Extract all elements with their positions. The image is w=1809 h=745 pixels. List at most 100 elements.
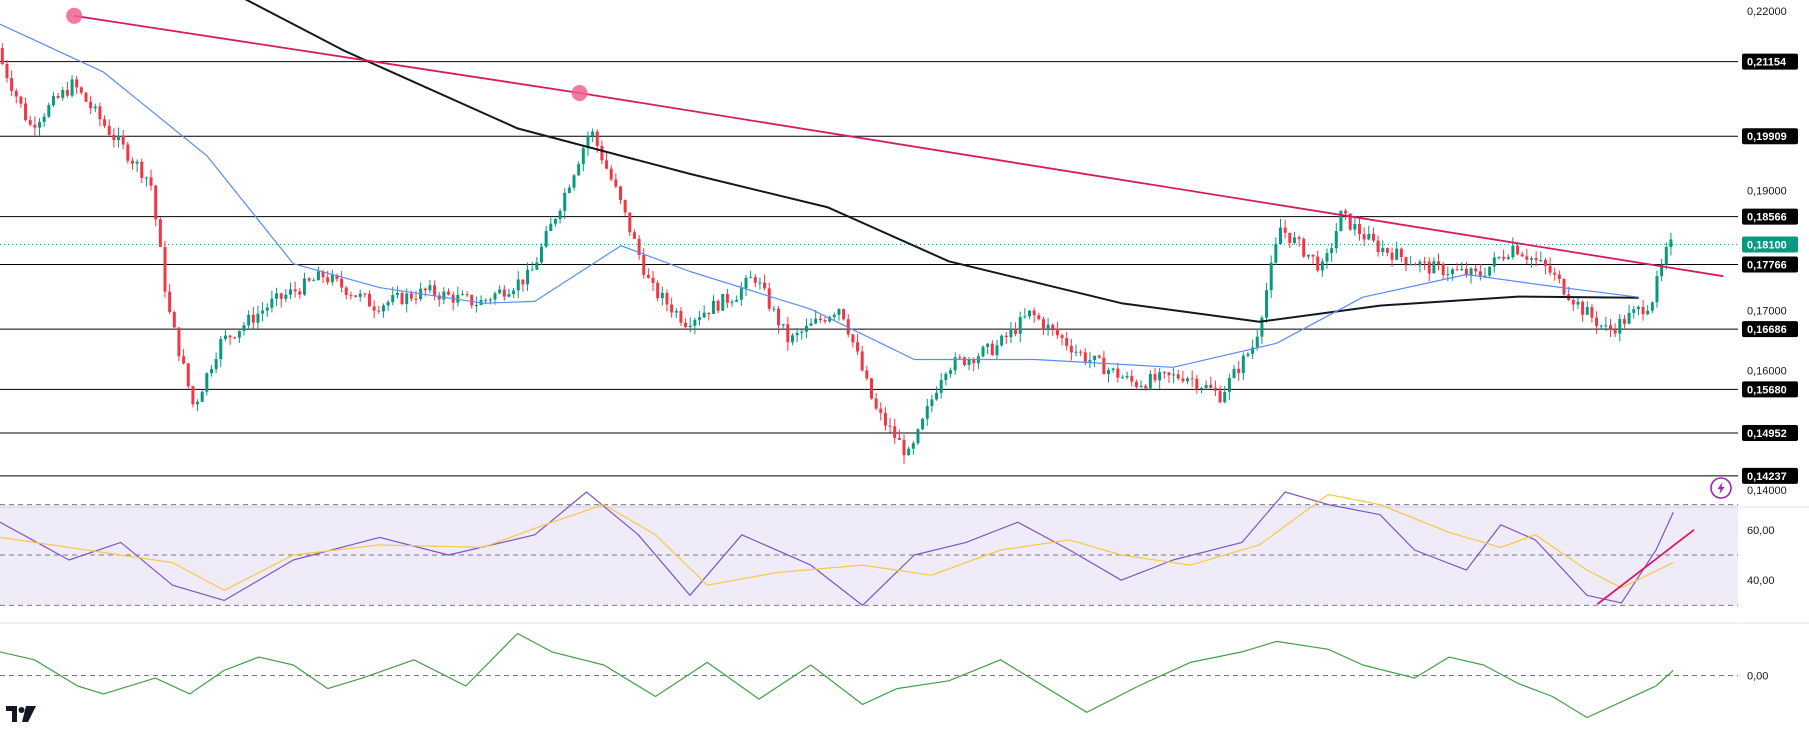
candle[interactable] (725, 289, 729, 309)
candle[interactable] (614, 173, 618, 189)
candle[interactable] (107, 119, 111, 137)
candle[interactable] (47, 102, 51, 119)
candle[interactable] (1199, 386, 1203, 393)
candle[interactable] (907, 446, 911, 456)
candle[interactable] (1325, 248, 1329, 269)
candle[interactable] (363, 292, 367, 298)
level-badge[interactable]: 0,21154 (1742, 53, 1798, 70)
candle[interactable] (344, 286, 348, 300)
candle[interactable] (637, 234, 641, 260)
candle[interactable] (1153, 367, 1157, 383)
candle[interactable] (1497, 256, 1501, 260)
candle[interactable] (642, 248, 646, 279)
candle[interactable] (921, 417, 925, 431)
candle[interactable] (1162, 371, 1166, 379)
lightning-icon[interactable] (1710, 477, 1732, 499)
candle[interactable] (549, 217, 553, 232)
candle[interactable] (293, 281, 297, 298)
candle[interactable] (953, 352, 957, 375)
candle[interactable] (758, 277, 762, 290)
candle[interactable] (986, 343, 990, 355)
candle[interactable] (1116, 363, 1120, 383)
candle[interactable] (10, 70, 14, 97)
candle[interactable] (377, 305, 381, 314)
candle[interactable] (1371, 227, 1375, 243)
candle[interactable] (1367, 225, 1371, 241)
candle[interactable] (1599, 324, 1603, 330)
candle[interactable] (1423, 256, 1427, 271)
candle[interactable] (684, 318, 688, 330)
candle[interactable] (632, 229, 636, 240)
candle[interactable] (856, 334, 860, 356)
candle[interactable] (1409, 255, 1413, 266)
candle[interactable] (381, 303, 385, 318)
candle[interactable] (1404, 256, 1408, 272)
level-badge[interactable]: 0,14952 (1742, 425, 1798, 442)
candle[interactable] (140, 158, 144, 184)
candle[interactable] (209, 364, 213, 377)
candle[interactable] (51, 92, 55, 108)
candle[interactable] (944, 372, 948, 386)
candle[interactable] (1362, 227, 1366, 246)
moving-average-slow[interactable] (242, 0, 1639, 323)
candle[interactable] (182, 348, 186, 365)
candle[interactable] (498, 285, 502, 295)
candle[interactable] (1381, 240, 1385, 257)
candle[interactable] (1255, 330, 1259, 351)
candle[interactable] (135, 159, 139, 172)
candle[interactable] (916, 428, 920, 446)
candle[interactable] (1139, 380, 1143, 389)
candle[interactable] (1097, 354, 1101, 359)
candle[interactable] (38, 118, 42, 136)
candle[interactable] (967, 356, 971, 371)
candle[interactable] (126, 141, 130, 164)
candle[interactable] (651, 270, 655, 292)
candle[interactable] (526, 262, 530, 291)
candle[interactable] (1079, 349, 1083, 357)
candle[interactable] (1134, 379, 1138, 391)
candle[interactable] (925, 399, 929, 426)
candle[interactable] (1636, 305, 1640, 316)
candle[interactable] (89, 95, 93, 114)
candle[interactable] (172, 310, 176, 328)
candle[interactable] (1190, 370, 1194, 388)
rsi-line[interactable] (0, 491, 1674, 607)
candle[interactable] (368, 290, 372, 307)
candle[interactable] (1218, 385, 1222, 404)
candle[interactable] (1516, 244, 1520, 256)
candle[interactable] (1055, 321, 1059, 339)
candle[interactable] (609, 164, 613, 182)
candle[interactable] (1478, 264, 1482, 281)
candle[interactable] (879, 402, 883, 421)
candle[interactable] (521, 279, 525, 292)
candle[interactable] (117, 127, 121, 148)
candle[interactable] (935, 386, 939, 401)
descending-trendline[interactable] (74, 14, 1724, 278)
candle[interactable] (1283, 219, 1287, 239)
candle[interactable] (1023, 308, 1027, 319)
candle[interactable] (330, 269, 334, 286)
candle[interactable] (149, 169, 153, 191)
candle[interactable] (897, 429, 901, 440)
candle[interactable] (158, 216, 162, 248)
candle[interactable] (200, 390, 204, 402)
candle[interactable] (1195, 375, 1199, 394)
candle[interactable] (214, 352, 218, 374)
candle[interactable] (456, 286, 460, 307)
candle[interactable] (1107, 367, 1111, 383)
candle[interactable] (419, 282, 423, 302)
candle[interactable] (1376, 235, 1380, 257)
candle[interactable] (279, 292, 283, 308)
candle[interactable] (1534, 251, 1538, 267)
candle[interactable] (656, 280, 660, 302)
candle[interactable] (270, 290, 274, 313)
candle[interactable] (1595, 311, 1599, 334)
candle[interactable] (1232, 365, 1236, 379)
candle[interactable] (1334, 222, 1338, 254)
candle[interactable] (698, 311, 702, 326)
candle[interactable] (84, 91, 88, 103)
candle[interactable] (572, 173, 576, 191)
candle[interactable] (196, 399, 200, 412)
candle[interactable] (1664, 242, 1668, 270)
candle[interactable] (437, 292, 441, 307)
